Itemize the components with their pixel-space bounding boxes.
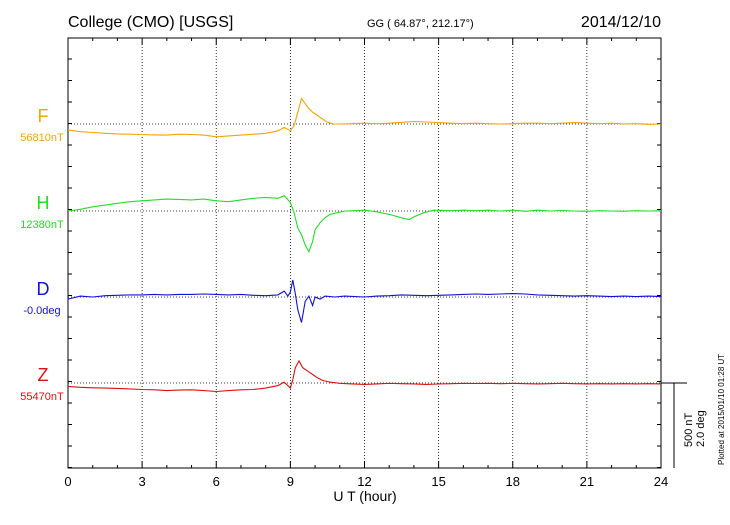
series-line-F [67, 97, 662, 138]
series-line-D [67, 279, 662, 323]
series-baseline-label-D: -0.0deg [23, 305, 60, 317]
series-name-D: D [37, 279, 50, 299]
station-title: College (CMO) [USGS] [68, 14, 233, 31]
plotted-at-note: Plotted at 2015/01/10 01:28 UT [717, 354, 726, 465]
series-name-Z: Z [38, 365, 49, 385]
x-tick-label: 18 [506, 474, 520, 489]
series-line-Z [67, 359, 662, 393]
series-name-F: F [38, 106, 49, 126]
x-tick-label: 12 [357, 474, 371, 489]
scale-bar: 500 nT 2.0 deg [661, 382, 707, 468]
plot-frame [67, 37, 662, 469]
x-tick-label: 9 [287, 474, 294, 489]
x-tick-label: 6 [213, 474, 220, 489]
series-line-H [67, 195, 662, 254]
x-tick-label: 3 [139, 474, 146, 489]
x-tick-label: 0 [64, 474, 71, 489]
series-group [67, 97, 662, 393]
series-baseline-label-Z: 55470nT [20, 391, 64, 403]
date-label: 2014/12/10 [581, 14, 661, 31]
series-labels: F 56810nT H 12380nT D -0.0deg Z 55470nT [20, 106, 64, 403]
x-tick-labels: 0 3 6 9 12 15 18 21 24 [64, 474, 668, 489]
x-tick-label: 24 [654, 474, 668, 489]
x-axis-label: U T (hour) [333, 488, 396, 504]
coordinates-label: GG ( 64.87°, 212.17°) [367, 18, 474, 30]
series-baseline-label-F: 56810nT [20, 132, 64, 144]
x-tick-label: 21 [580, 474, 594, 489]
series-name-H: H [37, 193, 50, 213]
x-tick-label: 15 [431, 474, 445, 489]
scale-bar-nt-label: 500 nT [683, 412, 695, 447]
grid-lines [141, 38, 588, 468]
series-baseline-label-H: 12380nT [20, 219, 64, 231]
axis-ticks [67, 38, 662, 468]
scale-bar-deg-label: 2.0 deg [695, 410, 707, 447]
